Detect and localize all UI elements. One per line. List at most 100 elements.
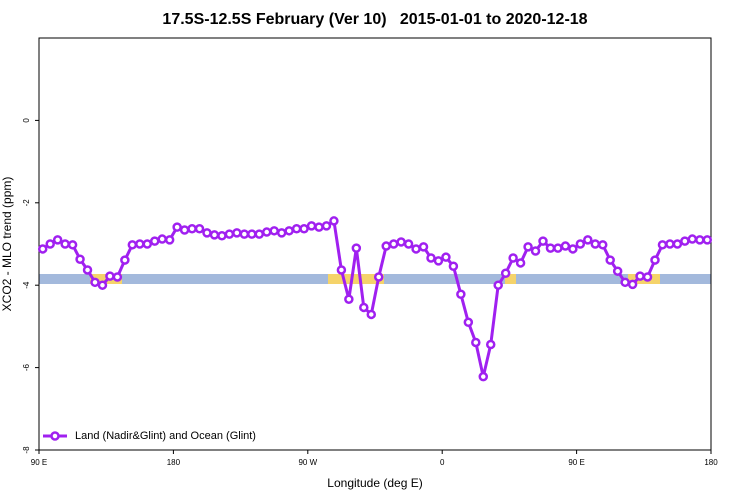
data-point: [635, 271, 645, 281]
data-point: [82, 265, 93, 275]
data-point: [90, 277, 100, 288]
data-point: [149, 236, 160, 246]
data-point: [597, 240, 608, 250]
data-point: [97, 280, 108, 290]
data-point: [426, 253, 436, 263]
data-point: [45, 239, 55, 249]
data-point: [120, 255, 130, 265]
x-tick-label: 90 E: [31, 458, 47, 467]
data-point: [52, 235, 63, 245]
land-strip: [505, 274, 516, 284]
data-point: [568, 244, 578, 254]
data-point: [209, 230, 220, 240]
y-tick-label: 0: [22, 118, 31, 123]
data-point: [239, 229, 250, 239]
data-point: [75, 254, 85, 264]
data-point: [284, 226, 294, 236]
data-point: [142, 239, 153, 249]
data-point: [500, 268, 511, 279]
y-tick-label: -2: [22, 199, 31, 207]
y-tick-label: -4: [22, 281, 31, 289]
data-point: [336, 265, 347, 275]
data-point: [545, 243, 556, 253]
y-tick-label: -6: [22, 363, 31, 371]
x-axis-label: Longitude (deg E): [327, 476, 422, 490]
legend-marker: [50, 431, 60, 441]
land-strip: [328, 274, 384, 284]
data-point: [187, 224, 197, 234]
data-point: [37, 244, 48, 254]
data-point: [112, 272, 123, 282]
data-point: [321, 221, 332, 231]
data-point: [583, 235, 593, 245]
data-point: [232, 228, 242, 238]
data-point: [665, 239, 675, 249]
chart-title: 17.5S-12.5S February (Ver 10) 2015-01-01…: [162, 11, 587, 28]
data-point: [560, 241, 571, 251]
data-point: [60, 239, 70, 249]
data-point: [620, 277, 630, 288]
y-axis-label: XCO2 - MLO trend (ppm): [0, 177, 14, 312]
data-point: [456, 289, 466, 300]
data-point: [261, 227, 272, 237]
data-point: [224, 229, 235, 239]
data-point: [433, 256, 444, 266]
data-point: [381, 241, 391, 251]
data-point: [627, 279, 638, 290]
data-point: [291, 224, 302, 234]
data-point: [411, 244, 421, 254]
data-point: [329, 216, 339, 226]
data-point: [202, 228, 212, 238]
x-tick-label: 90 W: [298, 458, 317, 467]
data-point: [553, 243, 563, 253]
legend-label: Land (Nadir&Glint) and Ocean (Glint): [75, 430, 256, 442]
data-point: [493, 280, 503, 290]
data-point: [418, 242, 429, 252]
data-point: [612, 266, 623, 276]
x-tick-label: 0: [440, 458, 445, 467]
data-point: [373, 272, 384, 282]
data-point: [164, 235, 175, 245]
data-point: [217, 231, 227, 241]
data-point: [650, 255, 660, 265]
data-point: [471, 337, 481, 348]
data-point: [463, 317, 474, 328]
data-point: [314, 222, 324, 232]
data-point: [351, 243, 362, 253]
data-point: [485, 339, 496, 350]
x-tick-label: 180: [704, 458, 718, 467]
data-point: [127, 240, 138, 250]
data-point: [366, 309, 377, 320]
data-point: [359, 302, 369, 313]
data-point: [105, 271, 115, 281]
data-point: [702, 235, 713, 245]
data-point: [269, 226, 279, 236]
data-point: [687, 234, 698, 244]
data-point: [441, 252, 451, 262]
y-tick-label: -8: [22, 446, 31, 454]
data-point: [396, 237, 406, 247]
plot-frame: [38, 37, 712, 451]
data-point: [194, 224, 205, 234]
data-point: [388, 239, 399, 249]
data-point: [247, 229, 257, 239]
data-point: [254, 229, 265, 239]
data-point: [172, 222, 182, 232]
data-point: [306, 221, 317, 231]
data-point: [179, 225, 190, 235]
data-point: [157, 234, 167, 244]
data-point: [478, 371, 489, 382]
data-point: [448, 261, 459, 271]
data-point: [67, 240, 78, 250]
x-tick-label: 180: [167, 458, 181, 467]
data-point: [672, 239, 683, 249]
data-point: [657, 240, 668, 250]
data-point: [575, 239, 586, 249]
data-point: [276, 228, 287, 238]
data-point: [538, 236, 548, 246]
data-point: [515, 258, 526, 268]
data-point: [530, 246, 541, 256]
